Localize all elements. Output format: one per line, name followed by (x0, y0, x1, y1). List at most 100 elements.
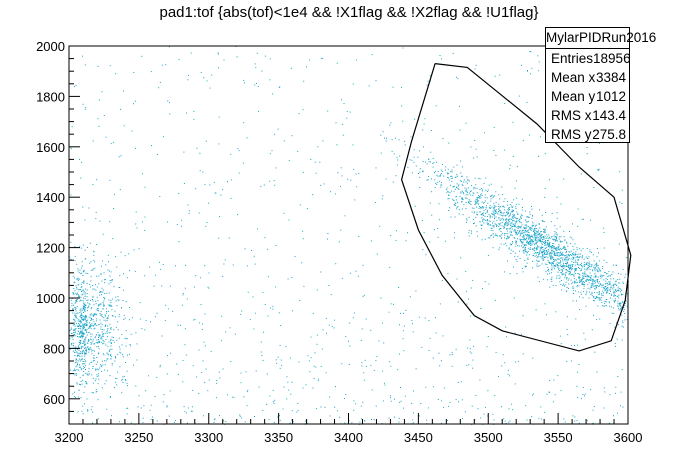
scatter-point (84, 307, 86, 309)
scatter-point (614, 291, 616, 293)
scatter-point (468, 298, 469, 300)
scatter-point (473, 223, 474, 224)
scatter-point (557, 249, 559, 251)
scatter-point (543, 241, 545, 243)
scatter-point (79, 353, 81, 355)
scatter-point (450, 216, 452, 218)
scatter-point (565, 278, 567, 280)
scatter-point (603, 288, 605, 290)
scatter-point (168, 415, 170, 417)
scatter-point (508, 216, 510, 218)
scatter-point (388, 311, 390, 313)
scatter-point (566, 328, 568, 330)
scatter-point (82, 328, 84, 330)
scatter-point (85, 317, 87, 319)
scatter-point (75, 370, 77, 372)
y-tick-label: 1200 (36, 241, 65, 256)
scatter-point (96, 244, 98, 246)
scatter-point (488, 184, 490, 186)
scatter-point (524, 226, 526, 228)
scatter-point (381, 198, 383, 200)
scatter-point (526, 234, 527, 236)
scatter-point (261, 355, 263, 356)
scatter-point (355, 270, 357, 272)
scatter-point (564, 284, 566, 286)
scatter-point (547, 261, 549, 263)
scatter-point (79, 325, 81, 326)
scatter-point (349, 111, 351, 113)
scatter-point (458, 184, 460, 186)
scatter-point (534, 236, 536, 238)
scatter-point (553, 243, 555, 245)
scatter-point (85, 381, 87, 383)
scatter-point (613, 300, 615, 302)
scatter-point (79, 332, 81, 334)
scatter-point (281, 365, 283, 367)
scatter-point (93, 254, 95, 256)
scatter-point (548, 391, 550, 393)
scatter-point (115, 377, 117, 379)
scatter-point (133, 72, 135, 73)
scatter-point (223, 420, 225, 422)
scatter-point (581, 256, 583, 258)
scatter-point (81, 317, 83, 318)
scatter-point (434, 179, 436, 181)
scatter-point (618, 297, 620, 299)
scatter-point (458, 209, 460, 211)
scatter-point (110, 304, 112, 306)
scatter-point (101, 91, 103, 93)
scatter-point (84, 344, 86, 346)
scatter-point (80, 351, 82, 353)
scatter-point (576, 268, 578, 270)
scatter-point (110, 355, 112, 357)
scatter-point (506, 225, 508, 227)
scatter-point (565, 260, 567, 262)
scatter-point (110, 354, 111, 356)
scatter-point (305, 384, 307, 386)
scatter-point (583, 283, 585, 285)
scatter-point (90, 261, 92, 263)
scatter-point (521, 333, 522, 335)
scatter-point (447, 177, 449, 178)
scatter-point (478, 203, 480, 205)
scatter-point (526, 230, 528, 232)
scatter-point (465, 202, 467, 203)
scatter-point (190, 410, 192, 412)
scatter-point (77, 268, 79, 270)
scatter-point (596, 269, 598, 271)
scatter-point (571, 283, 573, 285)
scatter-point (419, 171, 421, 173)
scatter-point (102, 260, 104, 262)
scatter-point (612, 271, 614, 273)
scatter-point (549, 243, 551, 245)
scatter-point (619, 305, 621, 307)
stats-title: MylarPIDRun2016 (546, 28, 656, 49)
scatter-point (544, 230, 546, 232)
scatter-point (75, 310, 77, 312)
scatter-point (567, 258, 569, 260)
scatter-point (567, 334, 569, 336)
scatter-point (396, 164, 398, 166)
scatter-point (564, 274, 566, 276)
scatter-point (566, 360, 568, 362)
scatter-point (271, 150, 273, 152)
scatter-point (77, 320, 79, 322)
scatter-point (77, 280, 79, 281)
scatter-point (592, 409, 594, 411)
scatter-point (589, 263, 591, 265)
scatter-point (522, 353, 524, 355)
scatter-point (619, 304, 621, 306)
scatter-point (204, 265, 206, 267)
scatter-point (475, 225, 477, 227)
scatter-point (81, 282, 83, 284)
scatter-point (543, 242, 545, 244)
scatter-point (612, 285, 614, 287)
scatter-point (475, 148, 477, 150)
scatter-point (579, 281, 581, 283)
scatter-point (79, 360, 81, 362)
scatter-point (493, 195, 495, 197)
scatter-point (546, 240, 548, 241)
scatter-point (456, 174, 458, 176)
scatter-point (429, 337, 431, 339)
scatter-point (533, 234, 535, 236)
